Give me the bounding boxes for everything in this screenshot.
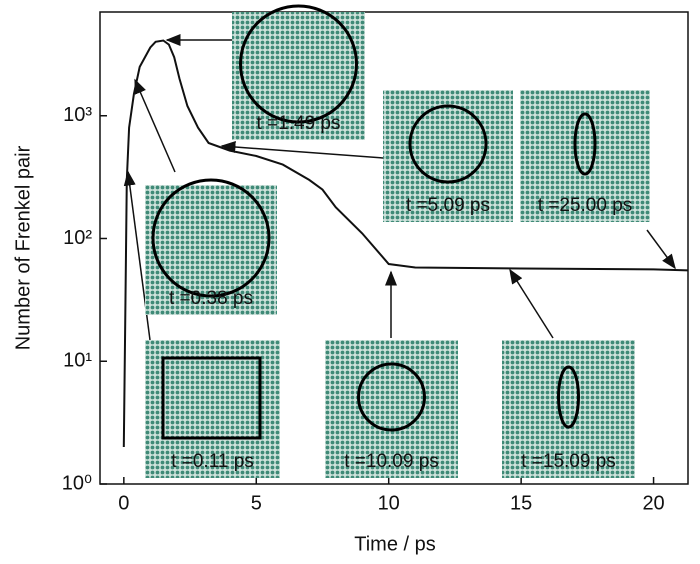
snapshot-image xyxy=(232,12,365,140)
snapshot-image xyxy=(383,90,513,222)
snapshot-label: t =0.11 ps xyxy=(171,451,254,472)
y-tick-label: 10⁰ xyxy=(62,472,92,494)
snapshot-image xyxy=(502,340,635,478)
arrow xyxy=(220,141,384,159)
snapshot-outline xyxy=(161,356,262,440)
snapshot-image xyxy=(145,185,277,315)
x-tick-label: 15 xyxy=(510,492,532,514)
snapshot-label: t =0.38 ps xyxy=(169,288,253,309)
snapshot-label: t =10.09 ps xyxy=(344,451,439,472)
y-tick-label: 10¹ xyxy=(63,350,92,372)
x-tick-label: 5 xyxy=(251,492,262,514)
plot-frame xyxy=(99,11,689,485)
snapshot-label: t =15.09 ps xyxy=(521,451,616,472)
x-tick-label: 0 xyxy=(118,492,129,514)
y-tick-label: 10² xyxy=(63,227,92,249)
snapshot-outline xyxy=(557,365,580,429)
snapshot-outline xyxy=(239,4,358,124)
snapshot-label: t =5.09 ps xyxy=(406,195,490,216)
arrow xyxy=(509,268,554,339)
arrow xyxy=(646,229,676,270)
snapshot-outline xyxy=(151,178,271,298)
y-axis-label: Number of Frenkel pair xyxy=(12,145,34,350)
arrow xyxy=(134,78,176,173)
x-tick-label: 10 xyxy=(378,492,400,514)
y-tick-label: 10³ xyxy=(63,104,92,126)
snapshot-label: t =25.00 ps xyxy=(538,195,633,216)
snapshot-image xyxy=(520,90,650,222)
snapshot-outline xyxy=(408,104,488,184)
snapshot-label: t =1.49 ps xyxy=(257,113,341,134)
snapshot-image xyxy=(145,340,280,478)
snapshot-outline xyxy=(573,112,597,176)
snapshot-outline xyxy=(357,362,426,432)
x-tick-label: 20 xyxy=(642,492,664,514)
x-axis-label: Time / ps xyxy=(354,533,436,555)
